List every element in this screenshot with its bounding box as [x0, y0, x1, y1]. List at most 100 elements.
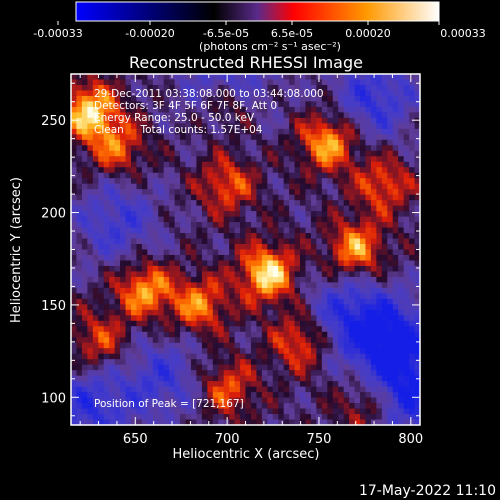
- heatmap-cell: [360, 244, 366, 250]
- heatmap-cell: [207, 227, 214, 234]
- heatmap-cell: [109, 178, 116, 185]
- heatmap-cell: [98, 106, 105, 113]
- heatmap-cell: [343, 326, 350, 333]
- heatmap-cell: [398, 392, 405, 398]
- heatmap-cell: [180, 112, 186, 119]
- heatmap-cell: [245, 271, 252, 278]
- heatmap-cell: [76, 205, 83, 212]
- heatmap-cell: [316, 386, 323, 393]
- x-tick-label: 700: [215, 432, 240, 447]
- heatmap-cell: [409, 150, 415, 157]
- heatmap-cell: [321, 117, 328, 124]
- heatmap-cell: [87, 172, 94, 179]
- heatmap-cell: [261, 101, 268, 108]
- heatmap-cell: [223, 249, 230, 256]
- heatmap-cell: [283, 200, 290, 207]
- heatmap-cell: [316, 106, 323, 113]
- heatmap-cell: [267, 128, 274, 135]
- heatmap-cell: [403, 150, 410, 157]
- heatmap-cell: [349, 238, 355, 245]
- heatmap-cell: [365, 90, 372, 97]
- heatmap-cell: [76, 414, 83, 420]
- heatmap-cell: [289, 134, 295, 141]
- heatmap-cell: [245, 254, 252, 261]
- heatmap-cell: [223, 337, 230, 344]
- heatmap-cell: [169, 304, 176, 311]
- heatmap-cell: [212, 293, 219, 300]
- heatmap-cell: [343, 106, 350, 113]
- heatmap-cell: [158, 320, 165, 327]
- heatmap-cell: [180, 139, 186, 146]
- heatmap-cell: [387, 112, 394, 119]
- heatmap-cell: [207, 403, 214, 409]
- heatmap-cell: [278, 79, 285, 86]
- heatmap-cell: [196, 320, 203, 327]
- heatmap-cell: [207, 145, 214, 152]
- heatmap-cell: [218, 348, 225, 355]
- heatmap-cell: [234, 79, 241, 86]
- heatmap-cell: [92, 282, 99, 289]
- heatmap-cell: [289, 408, 295, 415]
- heatmap-cell: [349, 123, 355, 130]
- heatmap-cell: [218, 128, 225, 135]
- heatmap-cell: [349, 79, 355, 86]
- heatmap-cell: [152, 249, 159, 256]
- heatmap-cell: [310, 370, 317, 377]
- heatmap-cell: [98, 320, 105, 327]
- heatmap-cell: [403, 90, 410, 97]
- heatmap-cell: [327, 260, 334, 267]
- heatmap-cell: [207, 287, 214, 294]
- heatmap-cell: [136, 238, 143, 245]
- heatmap-cell: [414, 150, 421, 157]
- heatmap-cell: [196, 106, 203, 113]
- heatmap-cell: [185, 227, 192, 234]
- heatmap-cell: [136, 244, 143, 250]
- heatmap-cell: [387, 106, 394, 113]
- heatmap-cell: [98, 156, 105, 163]
- heatmap-cell: [272, 342, 279, 349]
- heatmap-cell: [207, 348, 214, 355]
- heatmap-cell: [360, 408, 366, 415]
- heatmap-cell: [152, 238, 159, 245]
- heatmap-cell: [360, 315, 366, 322]
- heatmap-cell: [316, 134, 323, 141]
- heatmap-cell: [365, 222, 372, 228]
- heatmap-cell: [370, 128, 377, 135]
- heatmap-cell: [272, 287, 279, 294]
- heatmap-cell: [245, 309, 252, 316]
- heatmap-cell: [240, 233, 246, 239]
- heatmap-cell: [409, 298, 415, 305]
- heatmap-cell: [163, 276, 170, 283]
- heatmap-cell: [414, 178, 421, 185]
- heatmap-cell: [201, 370, 208, 377]
- heatmap-cell: [409, 282, 415, 289]
- heatmap-cell: [130, 348, 137, 355]
- heatmap-cell: [316, 161, 323, 168]
- heatmap-cell: [81, 161, 88, 168]
- heatmap-cell: [207, 233, 214, 239]
- heatmap-cell: [218, 106, 225, 113]
- colorbar-tick-label: -0.00033: [33, 27, 82, 40]
- heatmap-cell: [136, 145, 143, 152]
- heatmap-cell: [245, 74, 252, 80]
- heatmap-cell: [223, 353, 230, 360]
- heatmap-cell: [98, 315, 105, 322]
- heatmap-cell: [152, 95, 159, 102]
- heatmap-cell: [414, 260, 421, 267]
- heatmap-cell: [147, 254, 154, 261]
- heatmap-cell: [409, 276, 415, 283]
- heatmap-cell: [300, 84, 306, 91]
- heatmap-cell: [114, 150, 121, 157]
- heatmap-cell: [98, 331, 105, 338]
- heatmap-cell: [250, 348, 257, 355]
- heatmap-cell: [261, 254, 268, 261]
- heatmap-cell: [141, 227, 148, 234]
- heatmap-cell: [207, 200, 214, 207]
- heatmap-cell: [365, 189, 372, 196]
- heatmap-cell: [174, 414, 181, 420]
- heatmap-cell: [310, 408, 317, 415]
- heatmap-cell: [365, 79, 372, 86]
- heatmap-cell: [136, 282, 143, 289]
- heatmap-cell: [403, 298, 410, 305]
- axis-ticks: [71, 74, 420, 425]
